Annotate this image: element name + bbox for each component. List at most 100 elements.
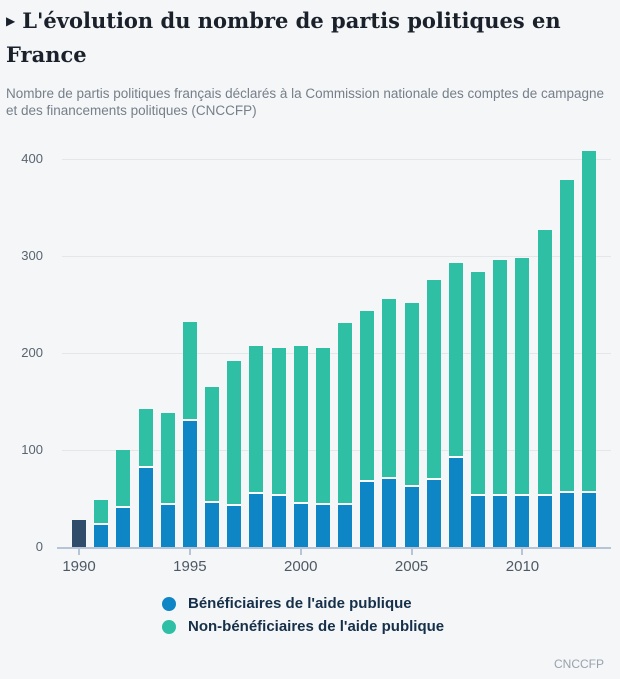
bar-2004[interactable] [382, 299, 397, 547]
bar-segment-non-beneficiaires-2002[interactable] [338, 322, 353, 506]
bar-2007[interactable] [448, 263, 463, 547]
gridline-100 [62, 449, 611, 451]
legend-label-beneficiaires: Bénéficiaires de l'aide publique [188, 595, 412, 612]
bar-2013[interactable] [582, 150, 596, 547]
legend-label-non-beneficiaires: Non-bénéficiaires de l'aide publique [188, 618, 445, 635]
bar-segment-beneficiaires-2012[interactable] [559, 492, 574, 547]
bar-1996[interactable] [205, 386, 220, 547]
bar-segment-beneficiaires-2006[interactable] [426, 479, 441, 547]
bar-segment-beneficiaires-2009[interactable] [493, 496, 508, 547]
bar-segment-non-beneficiaires-1999[interactable] [271, 347, 286, 496]
x-axis-tick-2010 [521, 549, 524, 555]
bar-segment-non-beneficiaires-2012[interactable] [559, 179, 574, 493]
bar-segment-beneficiaires-1992[interactable] [116, 508, 131, 547]
x-axis-label-2010: 2010 [505, 558, 540, 575]
bar-segment-non-beneficiaires-2000[interactable] [293, 345, 308, 505]
bar-segment-non-beneficiaires-1991[interactable] [94, 500, 109, 525]
bar-1990[interactable] [72, 519, 86, 547]
bar-segment-non-beneficiaires-1997[interactable] [227, 361, 242, 507]
page-title: ▶ L'évolution du nombre de partis politiq… [6, 4, 598, 71]
y-axis-label-200: 200 [21, 344, 43, 360]
bar-2002[interactable] [338, 322, 353, 547]
bar-segment-non-beneficiaires-2006[interactable] [426, 279, 441, 480]
bar-segment-beneficiaires-1995[interactable] [182, 420, 197, 547]
bar-1995[interactable] [182, 321, 197, 547]
bar-segment-beneficiaires-2001[interactable] [315, 505, 330, 547]
bar-2012[interactable] [559, 179, 574, 547]
legend-swatch-non-beneficiaires-icon [162, 619, 176, 634]
bar-segment-non-beneficiaires-2008[interactable] [471, 272, 486, 497]
bar-1998[interactable] [249, 345, 264, 547]
x-axis-label-2005: 2005 [394, 558, 429, 575]
bar-segment-beneficiaires-2002[interactable] [338, 505, 353, 547]
bar-2001[interactable] [315, 347, 330, 547]
bar-1992[interactable] [116, 449, 131, 547]
bar-segment-non-beneficiaires-2009[interactable] [493, 259, 508, 497]
bar-segment-non-beneficiaires-1996[interactable] [205, 386, 220, 504]
bar-segment-beneficiaires-2007[interactable] [448, 457, 463, 547]
bar-2009[interactable] [493, 259, 508, 547]
bar-segment-non-beneficiaires-2004[interactable] [382, 299, 397, 479]
bar-segment-beneficiaires-2008[interactable] [471, 496, 486, 547]
bar-1993[interactable] [138, 409, 153, 547]
bar-2011[interactable] [537, 230, 552, 547]
x-axis-tick-1990 [78, 549, 80, 555]
bar-2010[interactable] [515, 257, 530, 547]
x-axis-label-1995: 1995 [173, 558, 207, 575]
bar-segment-non-beneficiaires-1995[interactable] [182, 321, 197, 421]
x-axis-label-1990: 1990 [62, 558, 96, 575]
bar-segment-non-beneficiaires-1994[interactable] [160, 412, 175, 506]
bar-segment-non-beneficiaires-2001[interactable] [315, 347, 330, 506]
bar-1999[interactable] [271, 347, 286, 547]
bar-segment-beneficiaires-2005[interactable] [404, 486, 419, 547]
chart-plot-area: 0 100 200 300 400 1990 1995 2000 2005 2010 [0, 145, 620, 585]
bar-segment-beneficiaires-1998[interactable] [249, 493, 264, 547]
bar-1997[interactable] [227, 361, 242, 547]
bar-segment-non-beneficiaires-1992[interactable] [116, 449, 131, 509]
bar-1994[interactable] [160, 412, 175, 547]
bar-segment-non-beneficiaires-2003[interactable] [360, 310, 375, 482]
bar-segment-beneficiaires-1994[interactable] [160, 505, 175, 547]
legend-item-beneficiaires: Bénéficiaires de l'aide publique [162, 595, 444, 612]
bar-segment-non-beneficiaires-2005[interactable] [404, 303, 419, 487]
bar-2000[interactable] [293, 345, 308, 547]
bar-segment-non-beneficiaires-1993[interactable] [138, 409, 153, 469]
bar-segment-beneficiaires-1991[interactable] [94, 524, 109, 547]
bar-2005[interactable] [404, 303, 419, 547]
bar-segment-beneficiaires-1999[interactable] [271, 495, 286, 547]
bar-segment-non-beneficiaires-2007[interactable] [448, 263, 463, 458]
x-axis-line [57, 547, 611, 549]
x-axis-tick-1995 [188, 549, 191, 555]
bar-2003[interactable] [360, 310, 375, 547]
bar-segment-beneficiaires-1997[interactable] [227, 506, 242, 547]
page-title-text: L'évolution du nombre de partis politiqu… [6, 8, 561, 67]
y-axis-label-400: 400 [21, 150, 43, 166]
chart-header: ▶ L'évolution du nombre de partis politiq… [6, 4, 618, 119]
bar-segment-beneficiaires-2013[interactable] [582, 492, 596, 547]
bar-segment-non-beneficiaires-2011[interactable] [537, 230, 552, 496]
chart-legend: Bénéficiaires de l'aide publique Non-bén… [162, 595, 444, 641]
gridline-400 [62, 158, 611, 160]
bar-segment-beneficiaires-1996[interactable] [205, 503, 220, 547]
bar-segment-beneficiaires-2000[interactable] [293, 504, 308, 547]
bar-2008[interactable] [471, 272, 486, 547]
x-axis-tick-2005 [410, 549, 413, 555]
bar-2006[interactable] [426, 279, 441, 547]
bar-segment-non-beneficiaires-1998[interactable] [249, 345, 264, 494]
bar-segment-beneficiaires-2011[interactable] [537, 495, 552, 547]
legend-swatch-beneficiaires-icon [162, 596, 176, 611]
bar-segment-beneficiaires-2010[interactable] [515, 495, 530, 547]
y-axis-label-0: 0 [35, 539, 43, 554]
x-axis-label-2000: 2000 [284, 558, 318, 575]
legend-item-non-beneficiaires: Non-bénéficiaires de l'aide publique [162, 618, 444, 635]
bar-segment-non-beneficiaires-2013[interactable] [582, 150, 596, 493]
bar-segment-beneficiaires-2003[interactable] [360, 481, 375, 547]
source-credit: CNCCFP [554, 657, 604, 671]
y-axis-label-100: 100 [21, 441, 43, 457]
bar-segment-non-beneficiaires-2010[interactable] [515, 257, 530, 496]
bar-segment-beneficiaires-2004[interactable] [382, 479, 397, 547]
x-axis-tick-2000 [299, 549, 302, 555]
bar-segment-beneficiaires-1993[interactable] [138, 468, 153, 547]
bar-1991[interactable] [94, 500, 109, 547]
